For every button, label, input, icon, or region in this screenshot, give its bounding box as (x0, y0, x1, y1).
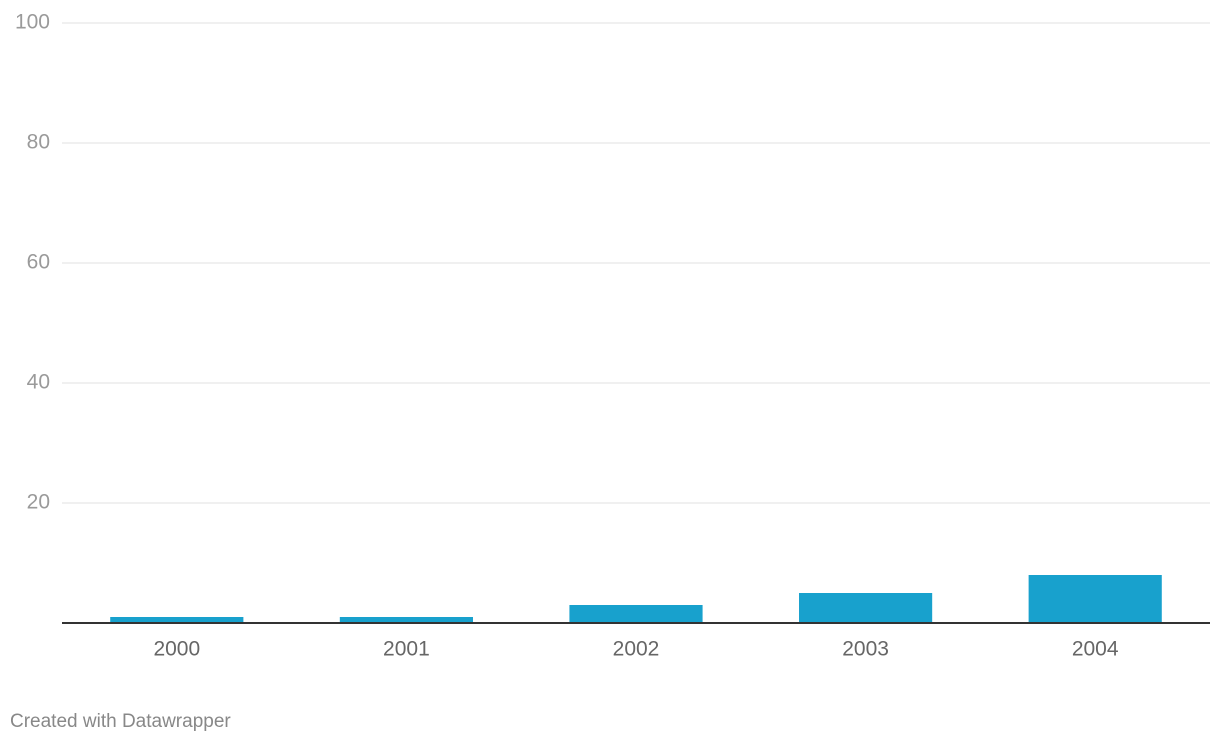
y-tick-label: 40 (27, 371, 50, 394)
y-tick-label: 60 (27, 251, 50, 274)
x-tick-label: 2004 (1072, 638, 1119, 661)
bar (110, 617, 244, 623)
x-tick-label: 2001 (383, 638, 430, 661)
x-tick-label: 2003 (842, 638, 889, 661)
bar (799, 593, 933, 623)
y-tick-label: 20 (27, 491, 50, 514)
x-tick-label: 2000 (153, 638, 200, 661)
credit: Created with Datawrapper (10, 711, 231, 732)
bar (569, 605, 703, 623)
x-tick-label: 2002 (613, 638, 660, 661)
bar (339, 617, 473, 623)
y-tick-label: 100 (15, 11, 50, 34)
bar (1028, 575, 1162, 623)
y-tick-label: 80 (27, 131, 50, 154)
